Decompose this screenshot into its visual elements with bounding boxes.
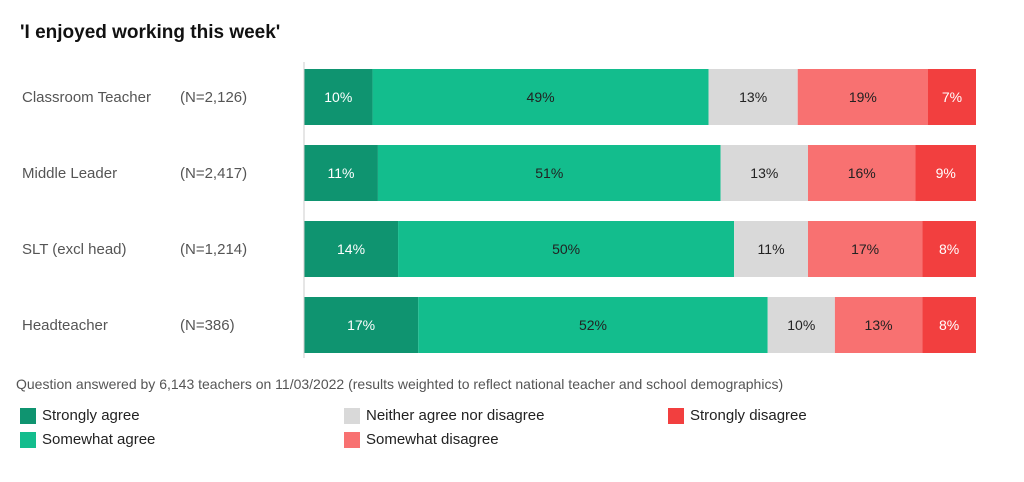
legend-swatch bbox=[20, 431, 36, 448]
data-label: 49% bbox=[527, 89, 555, 105]
data-label: 8% bbox=[939, 241, 959, 257]
bar-segment bbox=[808, 221, 923, 277]
legend-label: Somewhat agree bbox=[42, 431, 156, 448]
legend-item: Strongly disagree bbox=[668, 407, 807, 424]
data-label: 14% bbox=[337, 241, 365, 257]
legend-item: Neither agree nor disagree bbox=[344, 407, 544, 424]
data-label: 50% bbox=[552, 241, 580, 257]
bar-segment bbox=[304, 221, 399, 277]
legend-label: Neither agree nor disagree bbox=[366, 407, 545, 424]
bar-segment bbox=[377, 145, 721, 201]
bar-segment bbox=[418, 297, 768, 353]
sample-size-label: (N=2,126) bbox=[180, 89, 247, 106]
bars: 10% 49% 13% 19% 7% 11% 51% 13% 16% 9% 14% 50% 11% 17%… bbox=[304, 69, 976, 353]
legend-swatch bbox=[20, 407, 36, 424]
bar-segment bbox=[915, 145, 976, 201]
bar-segment bbox=[808, 145, 916, 201]
legend-label: Strongly agree bbox=[42, 407, 140, 424]
category-label: Headteacher bbox=[22, 317, 108, 334]
chart-title: 'I enjoyed working this week' bbox=[20, 22, 281, 43]
bar-segment bbox=[398, 221, 735, 277]
data-label: 13% bbox=[739, 89, 767, 105]
category-label: Middle Leader bbox=[22, 165, 117, 182]
bar-segment bbox=[304, 69, 373, 125]
data-label: 17% bbox=[851, 241, 879, 257]
bar-segment bbox=[922, 221, 976, 277]
sample-size-label: (N=2,417) bbox=[180, 165, 247, 182]
bar-segment bbox=[304, 297, 419, 353]
data-label: 52% bbox=[579, 317, 607, 333]
legend-item: Somewhat disagree bbox=[344, 431, 499, 448]
legend-item: Somewhat agree bbox=[20, 431, 155, 448]
data-label: 11% bbox=[758, 241, 785, 257]
data-label: 13% bbox=[750, 165, 778, 181]
data-label: 17% bbox=[347, 317, 375, 333]
data-label: 10% bbox=[787, 317, 815, 333]
bar-segment bbox=[708, 69, 798, 125]
data-label: 51% bbox=[535, 165, 563, 181]
data-label: 9% bbox=[936, 165, 956, 181]
bar-segment bbox=[734, 221, 808, 277]
data-label: 16% bbox=[848, 165, 876, 181]
legend-swatch bbox=[344, 407, 360, 424]
bar-segment bbox=[767, 297, 835, 353]
data-label: 13% bbox=[865, 317, 893, 333]
category-label: SLT (excl head) bbox=[22, 241, 127, 258]
chart-note: Question answered by 6,143 teachers on 1… bbox=[16, 376, 784, 392]
row-labels: Classroom Teacher (N=2,126) Middle Leader (… bbox=[22, 89, 247, 334]
category-label: Classroom Teacher bbox=[22, 89, 151, 106]
data-label: 7% bbox=[942, 89, 962, 105]
bar-segment bbox=[928, 69, 976, 125]
legend-item: Strongly agree bbox=[20, 407, 140, 424]
stacked-bar-chart: Classroom Teacher (N=2,126) Middle Leader (… bbox=[22, 62, 976, 358]
legend-label: Strongly disagree bbox=[690, 407, 807, 424]
bar-segment bbox=[922, 297, 976, 353]
bar-segment bbox=[304, 145, 378, 201]
sample-size-label: (N=1,214) bbox=[180, 241, 247, 258]
data-label: 10% bbox=[324, 89, 352, 105]
data-label: 8% bbox=[939, 317, 959, 333]
legend-label: Somewhat disagree bbox=[366, 431, 499, 448]
legend-swatch bbox=[668, 407, 684, 424]
sample-size-label: (N=386) bbox=[180, 317, 235, 334]
bar-segment bbox=[834, 297, 923, 353]
data-label: 19% bbox=[849, 89, 877, 105]
legend-swatch bbox=[344, 431, 360, 448]
bar-segment bbox=[372, 69, 709, 125]
bar-segment bbox=[720, 145, 808, 201]
bar-segment bbox=[797, 69, 928, 125]
data-label: 11% bbox=[327, 165, 354, 181]
